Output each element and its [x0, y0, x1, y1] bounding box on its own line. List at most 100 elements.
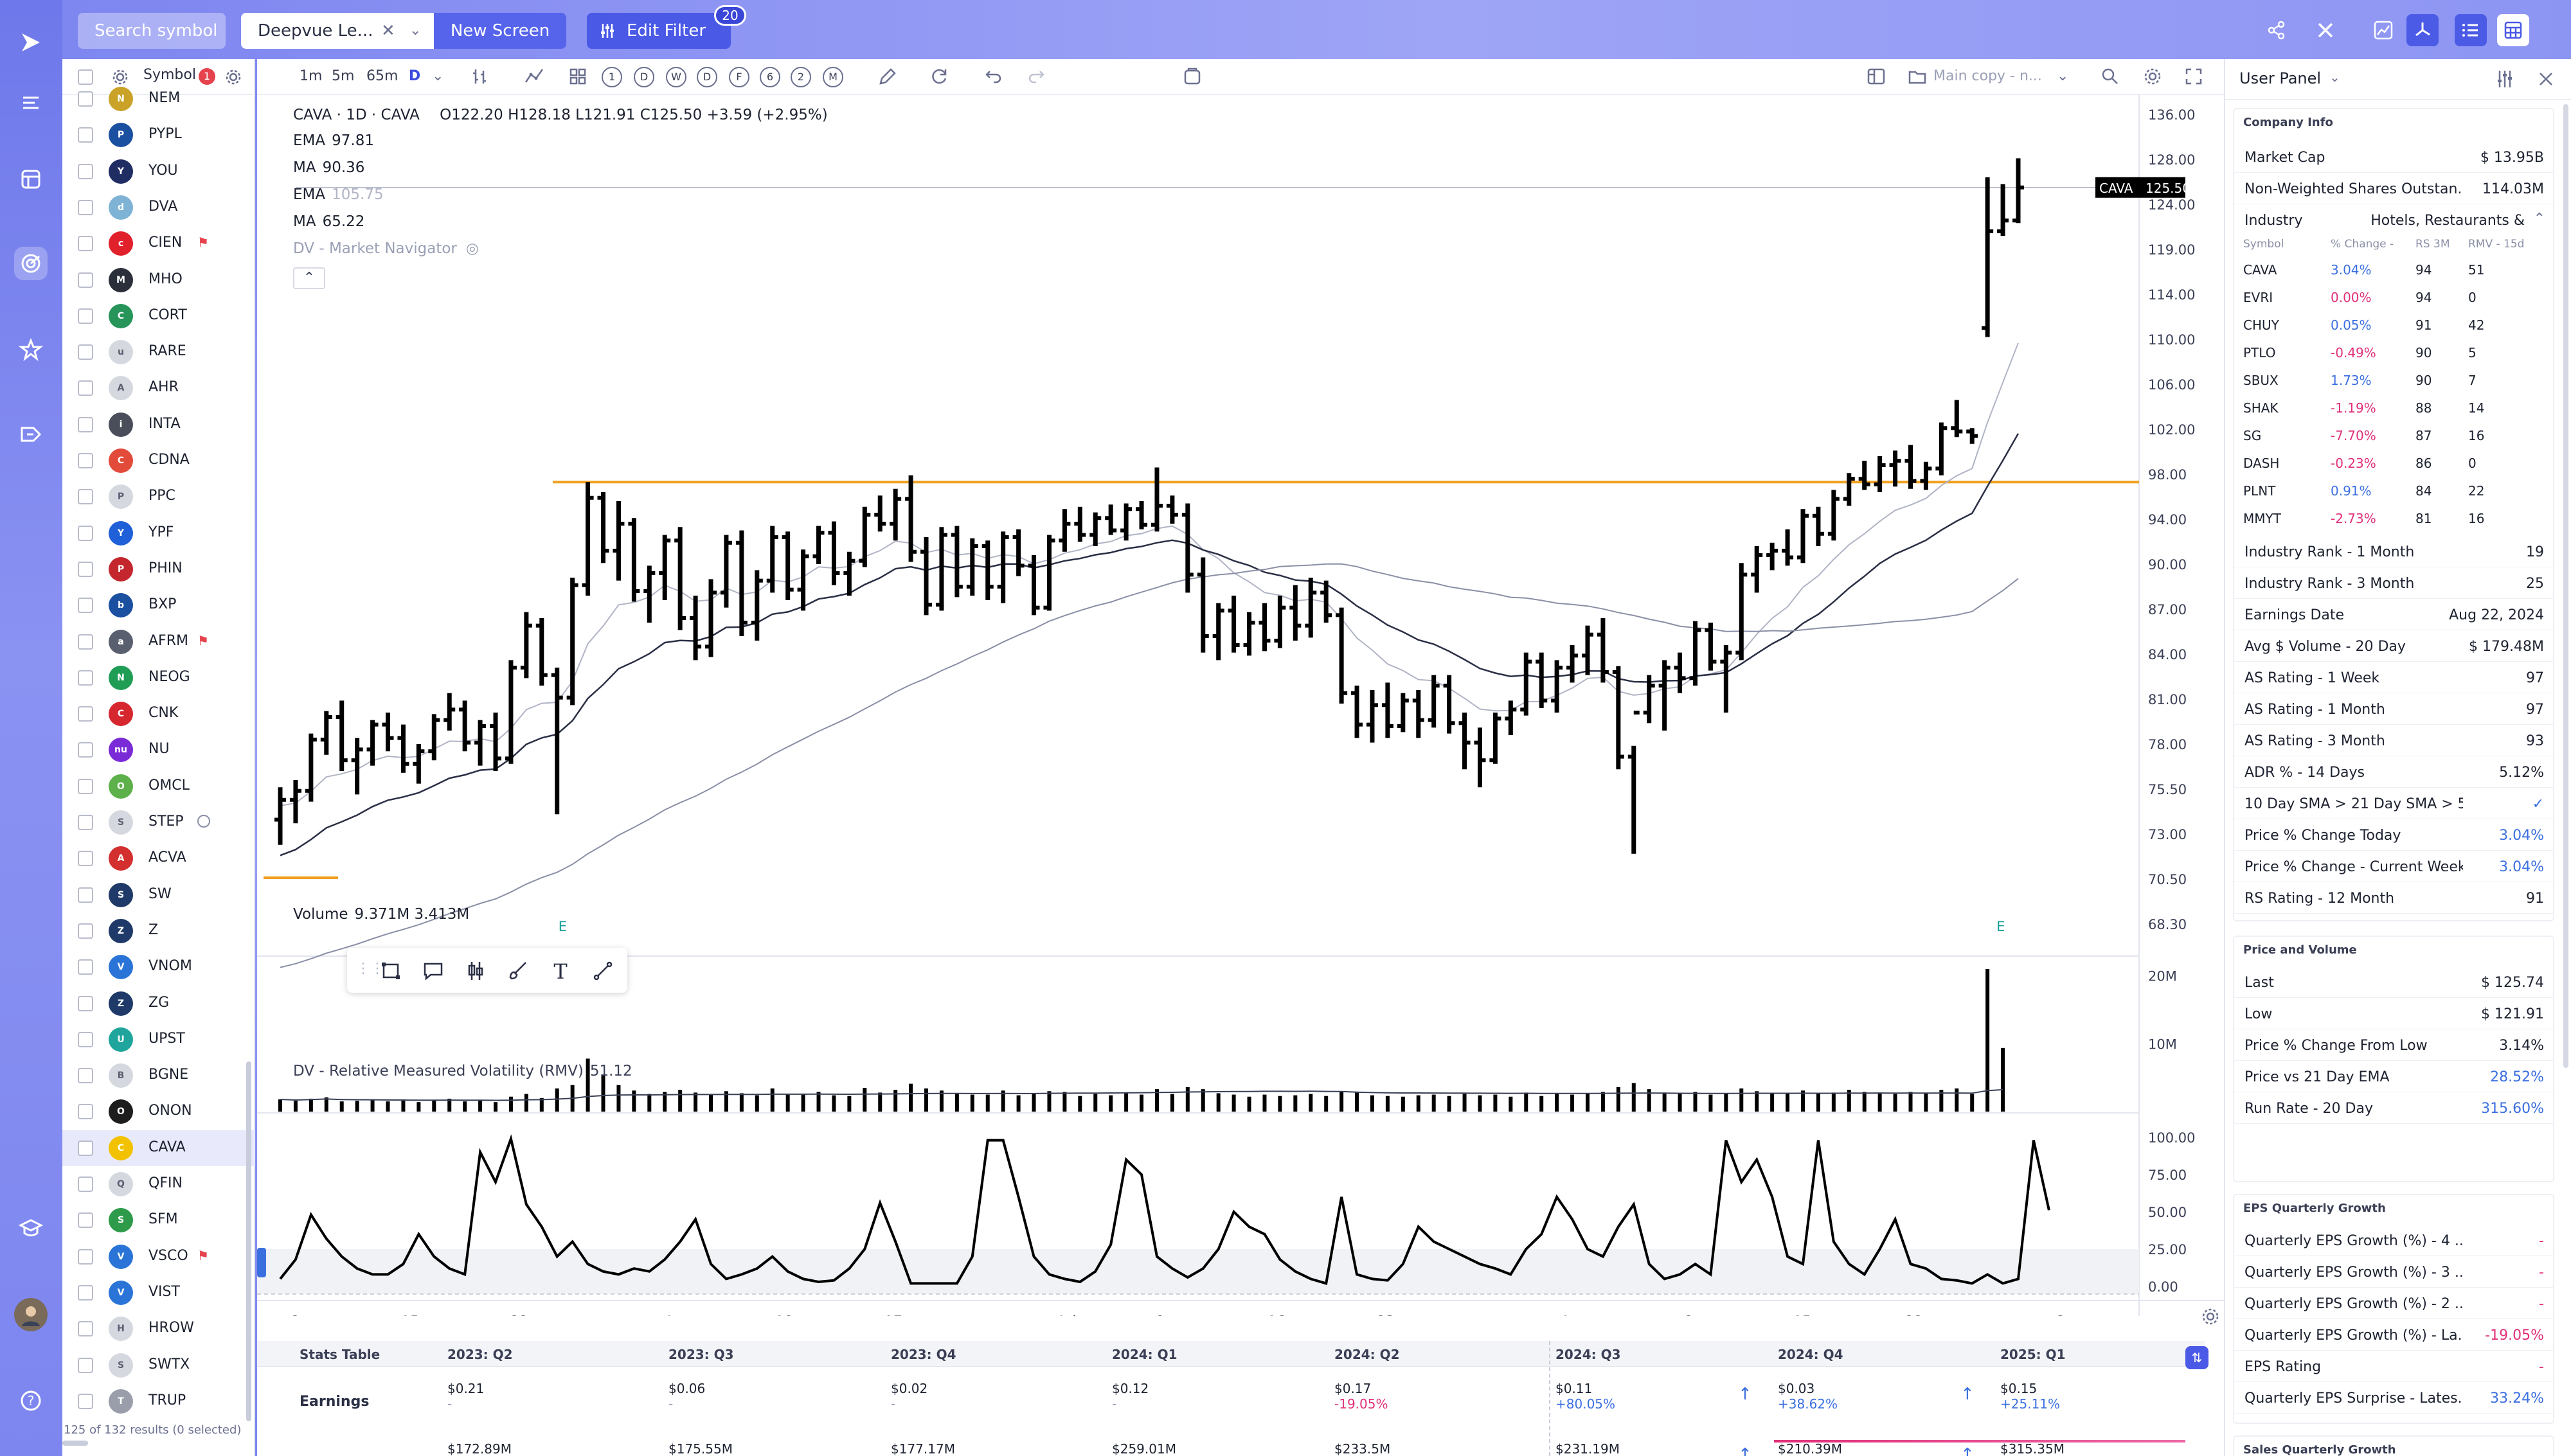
price-bar[interactable] — [1351, 686, 1363, 738]
watchlist-row[interactable]: P PHIN — [62, 551, 255, 587]
interval-1m[interactable]: 1m — [300, 68, 323, 84]
price-bar[interactable] — [459, 700, 471, 752]
price-bar[interactable] — [1012, 529, 1025, 576]
watchlist-row[interactable]: N NEM — [62, 81, 255, 117]
drag-handle-icon[interactable]: ⋮⋮ — [356, 961, 384, 977]
price-bar[interactable] — [751, 570, 763, 641]
row-checkbox[interactable] — [78, 380, 93, 396]
ema-legend-1[interactable]: EMA 97.81 — [293, 132, 374, 149]
price-bar[interactable] — [566, 578, 578, 706]
snapshot-icon[interactable] — [1181, 66, 1203, 87]
watchlist-row[interactable]: C CAVA — [62, 1130, 255, 1166]
price-bar[interactable] — [1059, 509, 1071, 552]
user-panel-scrollbar[interactable] — [2563, 104, 2568, 1068]
grid-view-icon[interactable] — [2497, 14, 2529, 46]
circle-toggle-d2[interactable]: D — [697, 67, 717, 87]
price-bar[interactable] — [351, 738, 363, 795]
flag-icon[interactable]: ⚑ — [197, 235, 209, 251]
price-bar[interactable] — [966, 538, 978, 596]
price-bar[interactable] — [1920, 461, 1932, 490]
price-bar[interactable] — [1720, 645, 1732, 713]
price-bar[interactable] — [843, 551, 856, 596]
price-bar[interactable] — [1197, 557, 1209, 653]
price-bar[interactable] — [1766, 542, 1778, 571]
price-bar[interactable] — [1366, 690, 1378, 743]
undo-icon[interactable] — [982, 66, 1004, 87]
price-bar[interactable] — [659, 535, 671, 601]
rectangle-icon[interactable] — [379, 959, 402, 982]
watchlist-row[interactable]: A ACVA — [62, 840, 255, 876]
price-bar[interactable] — [1597, 618, 1609, 683]
price-bar[interactable] — [1536, 652, 1548, 708]
watchlist-row[interactable]: C CNK — [62, 696, 255, 732]
price-bar[interactable] — [1443, 675, 1455, 734]
watchlist-row[interactable]: C CDNA — [62, 443, 255, 479]
select-all-checkbox[interactable] — [78, 69, 93, 85]
price-bar[interactable] — [305, 733, 317, 802]
pane-expand-handle[interactable] — [257, 1248, 266, 1277]
screen-tab[interactable]: Deepvue Le... ✕ ⌄ — [241, 13, 434, 49]
layout-dropdown-icon[interactable]: ⌄ — [2057, 68, 2069, 84]
flag-icon[interactable]: ⚑ — [197, 632, 209, 648]
row-checkbox[interactable] — [78, 1357, 93, 1373]
price-bar[interactable] — [1520, 652, 1532, 716]
chart-gear-icon[interactable] — [2199, 1306, 2225, 1331]
price-bar[interactable] — [1289, 585, 1302, 641]
row-checkbox[interactable] — [78, 1104, 93, 1120]
industry-peer-row[interactable]: SHAK -1.19% 88 14 — [2234, 394, 2553, 422]
price-bar[interactable] — [1581, 625, 1593, 675]
price-bar[interactable] — [1120, 503, 1133, 541]
ema-fast-line[interactable] — [280, 342, 2019, 806]
circle-toggle-2[interactable]: 2 — [791, 67, 811, 87]
price-bar[interactable] — [1305, 578, 1317, 638]
bar-style-icon[interactable] — [469, 66, 491, 87]
line-icon[interactable] — [591, 959, 614, 982]
search-symbol-input[interactable]: Search symbol — [78, 13, 226, 49]
chevron-up-icon[interactable]: ⌃ — [2533, 211, 2545, 227]
tag-icon[interactable] — [14, 418, 48, 451]
price-bar[interactable] — [1474, 727, 1486, 788]
price-bar[interactable] — [1074, 506, 1086, 542]
row-checkbox[interactable] — [78, 127, 93, 143]
price-bar[interactable] — [628, 518, 640, 602]
row-checkbox[interactable] — [78, 1248, 93, 1265]
refresh-icon[interactable] — [928, 66, 950, 87]
row-checkbox[interactable] — [78, 815, 93, 830]
row-checkbox[interactable] — [78, 851, 93, 867]
chevron-down-icon[interactable]: ⌄ — [409, 22, 422, 39]
pie-chart-icon[interactable] — [2406, 14, 2439, 46]
watchlist-row[interactable]: P PPC — [62, 479, 255, 515]
help-icon[interactable]: ? — [14, 1384, 48, 1417]
settings-gear-icon[interactable] — [111, 68, 129, 86]
pencil-icon[interactable] — [877, 66, 899, 87]
row-checkbox[interactable] — [78, 344, 93, 360]
text-icon[interactable]: T — [553, 959, 568, 984]
price-bar[interactable] — [1843, 473, 1855, 506]
price-bar[interactable] — [1243, 612, 1255, 656]
price-bar[interactable] — [920, 537, 933, 616]
watchlist-row[interactable]: T TRUP — [62, 1383, 255, 1419]
price-bar[interactable] — [890, 488, 902, 541]
price-bar[interactable] — [520, 612, 532, 679]
watchlist-row[interactable]: S SWTX — [62, 1347, 255, 1383]
watchlist-row[interactable]: A AHR — [62, 370, 255, 406]
deepvue-logo-icon[interactable] — [14, 26, 48, 59]
row-checkbox[interactable] — [78, 1284, 93, 1301]
circle-toggle-6[interactable]: 6 — [760, 67, 780, 87]
row-checkbox[interactable] — [78, 923, 93, 939]
watchlist-row[interactable]: Y YOU — [62, 154, 255, 190]
chart-line-icon[interactable] — [2367, 14, 2399, 46]
row-checkbox[interactable] — [78, 308, 93, 324]
price-bar[interactable] — [1228, 596, 1240, 653]
price-bar[interactable] — [1735, 563, 1748, 661]
close-panel-icon[interactable] — [2535, 68, 2557, 90]
price-bar[interactable] — [1796, 509, 1809, 564]
watchlist-row[interactable]: H HROW — [62, 1311, 255, 1347]
price-bar[interactable] — [643, 565, 656, 623]
price-bar[interactable] — [1566, 645, 1579, 683]
price-bar[interactable] — [1827, 490, 1840, 541]
price-bar[interactable] — [274, 787, 286, 845]
row-checkbox[interactable] — [78, 1393, 93, 1409]
ma-legend-2[interactable]: MA 65.22 — [293, 213, 364, 230]
